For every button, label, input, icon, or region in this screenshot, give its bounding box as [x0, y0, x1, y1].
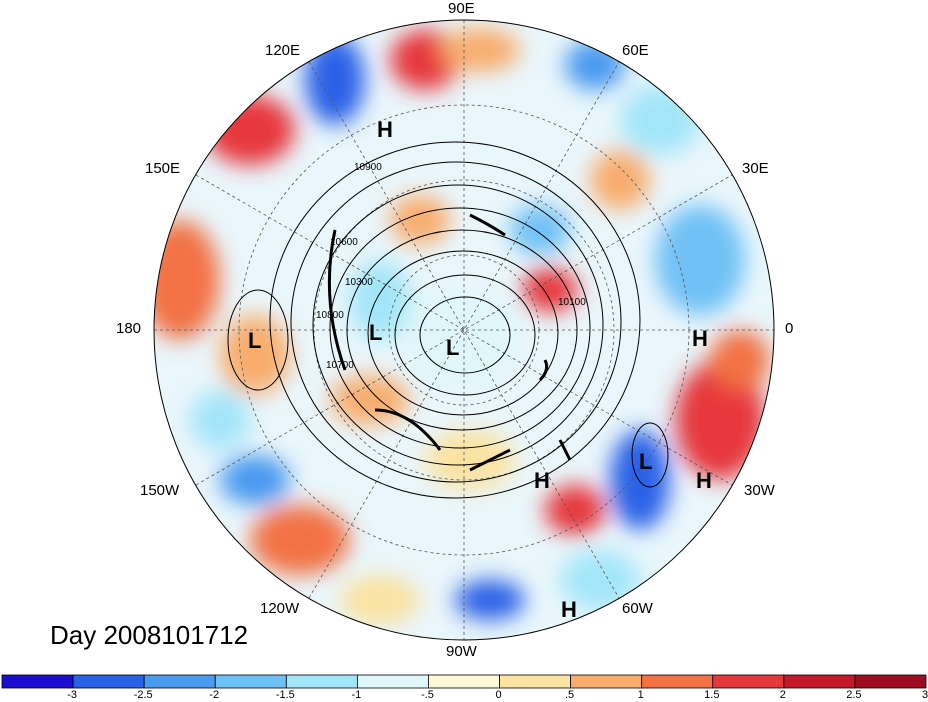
colorbar-swatch [854, 674, 927, 689]
graticule [154, 20, 774, 640]
lon-label-180: 180 [116, 320, 142, 337]
low-marker: L [446, 335, 459, 360]
colorbar-tick-label: -.5 [421, 689, 434, 701]
colorbar-swatch [143, 674, 216, 689]
colorbar-swatch [1, 674, 74, 689]
day-label: Day 2008101712 [50, 620, 249, 650]
lon-label-30e: 30E [742, 160, 769, 177]
colorbar-tick-label: 3 [921, 689, 928, 701]
colorbar-swatch [214, 674, 287, 689]
map-border [153, 19, 775, 641]
lon-label-60e: 60E [622, 42, 649, 59]
colorbar [1, 674, 927, 689]
contour-labels: 10900 10600 10300 10800 10700 10100 [316, 162, 586, 371]
contour-label: 10100 [558, 297, 586, 308]
colorbar-swatch [712, 674, 785, 689]
contour-label: 10700 [326, 360, 354, 371]
lon-label-30w: 30W [744, 482, 775, 499]
colorbar-tick-label: -1.5 [275, 689, 295, 701]
pressure-markers: H H H H H L L L L [248, 117, 712, 622]
low-marker: L [639, 449, 652, 474]
lon-label-0: 0 [785, 320, 794, 337]
jet-contours [327, 213, 572, 472]
lon-label-90e: 90E [448, 0, 475, 17]
colorbar-swatch [570, 674, 643, 689]
lon-label-120w: 120W [260, 600, 300, 617]
colorbar-tick-label: -1 [351, 689, 362, 701]
colorbar-swatch [641, 674, 714, 689]
high-marker: H [696, 468, 712, 493]
colorbar-tick-label: .5 [565, 689, 575, 701]
colorbar-tick-label: -2 [209, 689, 220, 701]
contour-label: 10600 [330, 237, 358, 248]
colorbar-tick-label: 1.5 [704, 689, 720, 701]
lon-label-150w: 150W [140, 482, 180, 499]
colorbar-tick-label: -2.5 [133, 689, 153, 701]
high-marker: H [377, 117, 393, 142]
contour-label: 10900 [354, 162, 382, 173]
colorbar-tick-label: -3 [67, 689, 77, 701]
lon-label-90w: 90W [446, 643, 477, 660]
contour-label: 10800 [316, 310, 344, 321]
colorbar-swatch [356, 674, 429, 689]
colorbar-tick-label: 1 [637, 689, 644, 701]
height-contours [227, 141, 669, 499]
lon-label-120e: 120E [265, 42, 301, 59]
colorbar-tick-label: 2.5 [846, 689, 862, 701]
colorbar-tick-label: 0 [495, 689, 502, 701]
colorbar-swatch [499, 674, 572, 689]
colorbar-swatch [72, 674, 145, 689]
lon-label-150e: 150E [145, 160, 181, 177]
lon-label-60w: 60W [622, 600, 653, 617]
high-marker: H [561, 597, 577, 622]
colorbar-tick-label: 2 [779, 689, 786, 701]
high-marker: H [692, 326, 708, 351]
low-marker: L [248, 328, 261, 353]
contour-label: 10300 [345, 277, 373, 288]
colorbar-swatch [285, 674, 358, 689]
low-marker: L [369, 320, 382, 345]
colorbar-swatch [428, 674, 500, 689]
high-marker: H [534, 468, 550, 493]
colorbar-swatch [783, 674, 856, 689]
anomaly-field [154, 20, 774, 640]
